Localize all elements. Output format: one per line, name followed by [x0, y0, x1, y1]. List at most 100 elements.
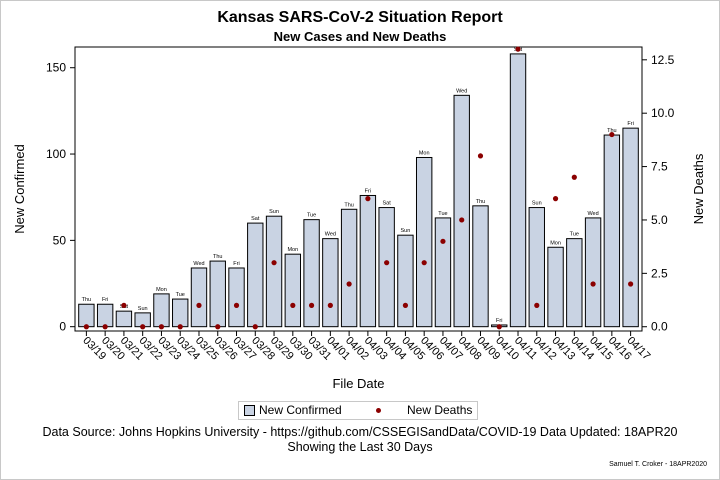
bar — [247, 222, 264, 328]
bar-day-label: Thu — [476, 199, 485, 205]
chart-subtitle: New Cases and New Deaths — [273, 29, 447, 44]
bar-day-label: Fri — [365, 188, 371, 194]
bar — [509, 53, 527, 328]
y2-tick-label: 2.5 — [651, 266, 668, 280]
death-point — [590, 281, 596, 287]
bar-day-label: Wed — [587, 211, 598, 217]
bar — [359, 194, 377, 328]
bar-day-label: Mon — [156, 287, 167, 293]
bar — [303, 219, 320, 328]
chart-area: 0 50 100 150 0.0 2.5 5.0 7.5 10.0 12.5 New Confirm… — [12, 46, 706, 391]
y-tick-label: 100 — [46, 147, 66, 161]
y-tick-label: 0 — [59, 320, 66, 334]
bar-day-label: Fri — [496, 318, 502, 324]
bar-day-label: Mon — [419, 150, 430, 156]
death-point — [140, 324, 146, 330]
death-point — [459, 217, 465, 223]
bar-day-label: Sat — [251, 216, 260, 222]
bar — [584, 217, 602, 328]
bar-day-label: Sun — [269, 209, 279, 215]
death-point — [308, 302, 315, 308]
bar-day-label: Thu — [82, 297, 91, 303]
bar-day-label: Wed — [193, 261, 204, 267]
data-source-note: Data Source: Johns Hopkins University - … — [42, 425, 678, 439]
bar — [397, 234, 414, 328]
bar — [78, 303, 95, 328]
bar — [603, 134, 621, 328]
death-point — [440, 238, 446, 244]
bar — [378, 207, 395, 328]
y-tick-label: 150 — [46, 61, 66, 75]
death-point — [477, 153, 484, 159]
y2-tick-label: 0.0 — [651, 320, 668, 334]
death-point — [158, 324, 165, 330]
bar — [434, 217, 452, 328]
bar — [322, 238, 339, 328]
death-point — [102, 324, 108, 330]
death-point — [552, 196, 559, 202]
bar-day-label: Fri — [233, 261, 239, 267]
bar-day-label: Wed — [456, 88, 467, 94]
death-point — [215, 324, 221, 330]
bar-day-label: Mon — [550, 240, 561, 246]
bar — [172, 298, 189, 328]
bar-day-label: Thu — [344, 202, 353, 208]
death-point — [177, 324, 183, 330]
y2-tick-label: 10.0 — [651, 106, 675, 120]
death-point — [628, 281, 634, 287]
death-point — [252, 324, 258, 330]
bar-day-label: Tue — [570, 232, 579, 238]
bar-day-label: Thu — [213, 254, 222, 260]
bar — [284, 253, 302, 328]
bar-day-label: Tue — [438, 211, 447, 217]
bar — [190, 267, 208, 328]
x-axis-label: File Date — [332, 376, 384, 391]
bar — [96, 303, 114, 328]
bar — [622, 127, 639, 328]
y-tick-label: 50 — [53, 233, 67, 247]
death-point — [121, 302, 127, 308]
bar-day-label: Sun — [401, 228, 411, 234]
legend-label-deaths: New Deaths — [407, 403, 473, 417]
plot-frame — [74, 46, 643, 332]
bar — [415, 156, 433, 328]
y2-tick-label: 12.5 — [651, 53, 675, 67]
death-point — [571, 174, 577, 180]
bar-day-label: Fri — [102, 297, 108, 303]
y2-tick-label: 7.5 — [651, 160, 668, 174]
bar — [528, 207, 545, 328]
death-point — [496, 324, 502, 330]
death-point — [609, 131, 615, 138]
y-axis-label: New Confirmed — [12, 144, 27, 234]
bar — [153, 293, 170, 328]
bar-day-label: Sun — [138, 306, 148, 312]
death-point — [384, 260, 390, 266]
bar — [228, 267, 245, 328]
death-point — [346, 281, 352, 287]
legend-dot-swatch — [376, 408, 381, 413]
death-point — [327, 302, 333, 308]
bar-day-label: Tue — [307, 213, 316, 219]
bar — [566, 238, 583, 328]
bar-day-label: Tue — [176, 292, 185, 298]
legend-bar-swatch — [244, 405, 255, 416]
death-point — [515, 46, 521, 52]
death-point — [290, 302, 296, 308]
death-point — [233, 302, 240, 308]
death-point — [534, 302, 540, 308]
death-point — [271, 260, 277, 266]
bar-day-label: Mon — [287, 247, 298, 253]
death-point — [421, 260, 427, 266]
y2-tick-label: 5.0 — [651, 213, 668, 227]
bar — [115, 310, 133, 328]
bar — [209, 260, 226, 328]
bar-day-label: Thu — [607, 128, 616, 134]
y2-axis-label: New Deaths — [691, 153, 706, 224]
legend-label-confirmed: New Confirmed — [259, 403, 342, 417]
death-point — [83, 324, 89, 330]
bar-day-label: Fri — [627, 121, 633, 127]
bar — [472, 205, 489, 328]
author-credit: Samuel T. Croker - 18APR2020 — [609, 461, 707, 468]
bar — [340, 208, 358, 328]
bar-day-label: Sat — [383, 201, 392, 207]
